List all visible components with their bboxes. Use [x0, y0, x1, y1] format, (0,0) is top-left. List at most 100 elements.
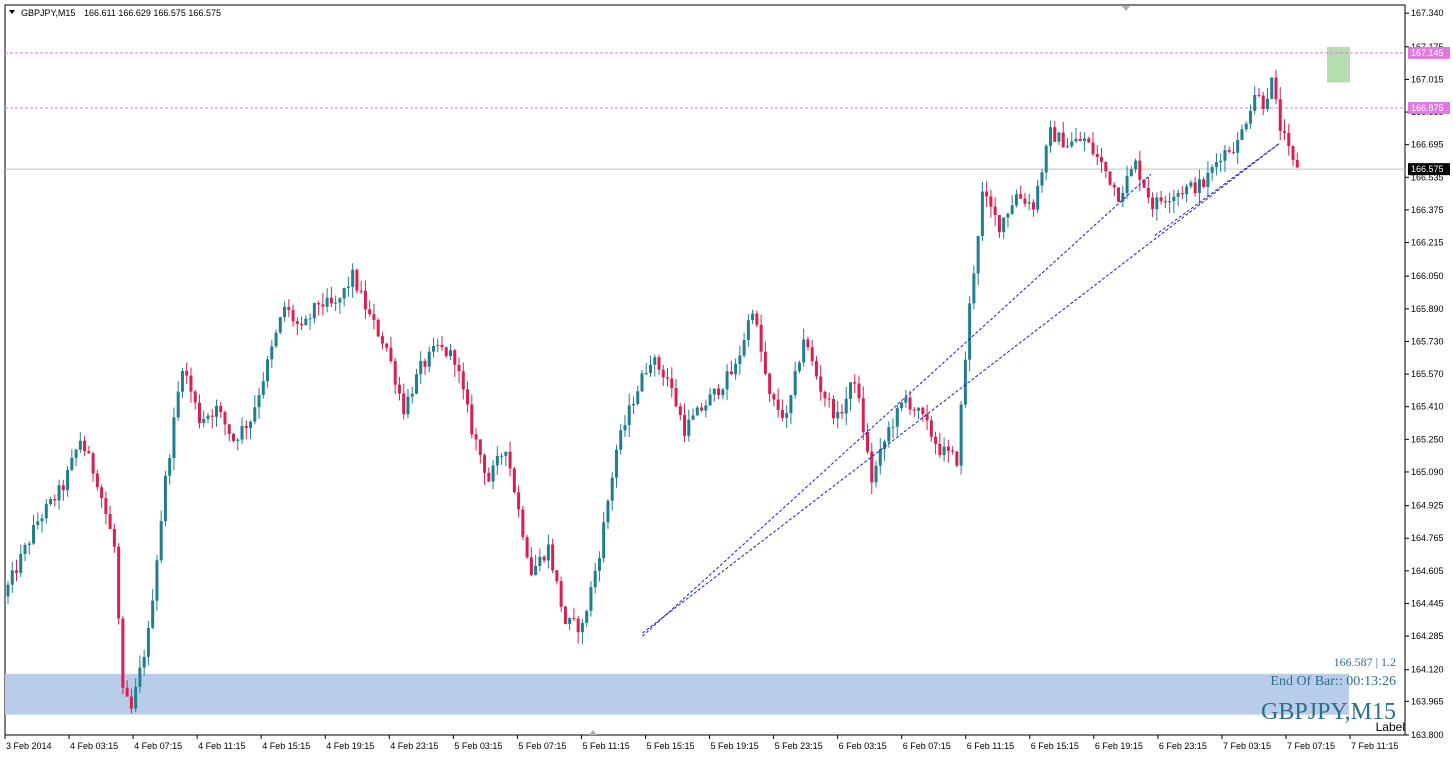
candle-body [163, 475, 167, 522]
candle-body [1091, 142, 1095, 155]
candle-body [300, 323, 304, 326]
candle-body [440, 344, 444, 348]
candle-body [989, 196, 993, 207]
candle-body [934, 436, 938, 444]
candle-body [1074, 138, 1078, 142]
candle-body [236, 439, 240, 441]
candle-body [1236, 139, 1240, 153]
candle-body [929, 420, 933, 437]
candle-body [1210, 167, 1214, 173]
candle-body [870, 451, 874, 483]
candle-body [185, 370, 189, 376]
candle-body [1100, 156, 1104, 162]
candle-body [687, 419, 691, 436]
candle-body [529, 557, 533, 575]
candle-body [23, 544, 27, 554]
candle-body [1138, 160, 1142, 180]
candle-body [210, 415, 214, 417]
candle-body [1027, 202, 1031, 204]
candle-body [546, 544, 550, 561]
x-axis: 3 Feb 2014 4 Feb 03:15 4 Feb 07:15 4 Feb 11… [4, 735, 1398, 751]
candle-body [57, 485, 61, 501]
symbol-timeframe-label: GBPJPY,M15 [1261, 699, 1396, 725]
candle-body [891, 426, 895, 428]
candle-body [666, 377, 670, 379]
candle-body [1265, 98, 1269, 109]
candle-body [474, 434, 478, 440]
candle-body [223, 412, 227, 425]
trendline-2[interactable] [1154, 143, 1280, 236]
candle-body [172, 417, 176, 459]
resistance-zone [1327, 46, 1350, 83]
candle-body [691, 415, 695, 420]
candle-body [542, 556, 546, 561]
candle-body [853, 382, 857, 384]
candle-body [151, 600, 155, 628]
candle-body [108, 514, 112, 529]
candle-body [219, 405, 223, 413]
candle-body [746, 320, 750, 341]
chart-shift-marker-icon[interactable] [1122, 6, 1130, 11]
candle-body [968, 303, 972, 360]
candle-body [951, 450, 955, 452]
candle-body [232, 433, 236, 441]
candle-body [491, 465, 495, 482]
candle-body [797, 362, 801, 372]
trendline-0[interactable] [642, 173, 1152, 637]
candle-body [1023, 198, 1027, 204]
candle-body [887, 427, 891, 442]
candle-body [534, 565, 538, 575]
x-tick-label: 5 Feb 15:15 [647, 741, 695, 751]
chart-menu-triangle-icon[interactable] [9, 10, 15, 14]
candle-body [342, 287, 346, 299]
trendline-1[interactable] [642, 143, 1280, 634]
candle-body [27, 543, 31, 545]
candle-body [802, 339, 806, 363]
candle-body [512, 468, 516, 493]
candle-body [653, 357, 657, 365]
candle-body [538, 556, 542, 566]
y-tick-label: 165.890 [1411, 304, 1444, 314]
candle-body [585, 610, 589, 623]
candle-body [674, 388, 678, 407]
candle-body [602, 522, 606, 559]
candle-body [1104, 161, 1108, 172]
candles-layer [6, 69, 1299, 714]
x-tick-label: 6 Feb 11:15 [967, 741, 1014, 751]
label-text: Label [1376, 720, 1405, 734]
candle-body [1261, 95, 1265, 109]
scroll-marker-icon[interactable] [589, 730, 597, 735]
candle-body [508, 451, 512, 469]
candle-body [1108, 171, 1112, 185]
candle-body [36, 521, 40, 526]
candle-body [478, 439, 482, 456]
candle-body [249, 421, 253, 429]
candle-body [742, 340, 746, 356]
candle-body [176, 391, 180, 418]
y-tick-label: 165.090 [1411, 467, 1444, 477]
candle-body [87, 451, 91, 454]
candle-body [91, 453, 95, 474]
candle-body [946, 446, 950, 451]
candle-body [610, 477, 614, 501]
y-tick-label: 165.410 [1411, 402, 1444, 412]
support-zone [5, 673, 1349, 715]
plot-frame [4, 4, 1406, 736]
candle-body [661, 369, 665, 378]
candle-body [904, 397, 908, 403]
candle-body [819, 376, 823, 392]
candle-body [517, 492, 521, 510]
candle-body [334, 302, 338, 304]
candle-body [670, 378, 674, 389]
candle-body [1010, 205, 1014, 214]
y-tick-label: 164.765 [1411, 533, 1444, 543]
candle-body [487, 472, 491, 482]
candle-body [559, 581, 563, 607]
candle-body [436, 344, 440, 346]
candle-body [1274, 77, 1278, 100]
candle-body [346, 286, 350, 288]
hline-price-tag [1408, 101, 1450, 114]
candle-body [563, 606, 567, 624]
candle-body [1253, 94, 1257, 111]
